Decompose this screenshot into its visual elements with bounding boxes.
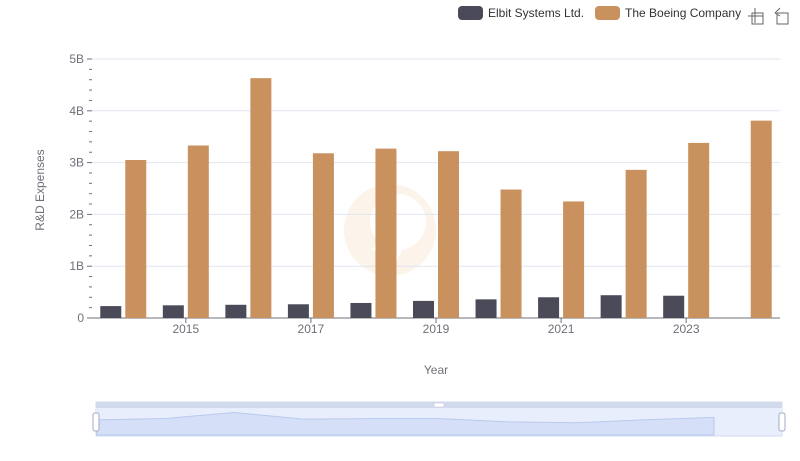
bar-elbit-2023[interactable] <box>663 295 685 318</box>
legend-swatch <box>595 6 620 20</box>
y-axis-title: R&D Expenses <box>33 149 47 230</box>
bar-boeing-2021[interactable] <box>563 201 585 318</box>
drag-handle-icon[interactable] <box>92 412 100 432</box>
drag-handle-icon[interactable] <box>433 402 445 408</box>
y-axis: 0 1B 2B 3B 4B 5B <box>69 52 92 325</box>
x-tick-label: 2019 <box>423 322 450 336</box>
data-zoom-selection[interactable] <box>97 408 781 436</box>
y-tick-label: 4B <box>69 104 84 118</box>
legend-swatch <box>458 6 483 20</box>
bar-elbit-2016[interactable] <box>225 304 247 318</box>
y-tick-label: 0 <box>77 311 84 325</box>
bar-boeing-2024[interactable] <box>750 120 772 318</box>
x-tick-label: 2017 <box>298 322 325 336</box>
legend-label: Elbit Systems Ltd. <box>488 6 584 20</box>
y-tick-label: 5B <box>69 52 84 66</box>
bar-elbit-2014[interactable] <box>100 306 122 318</box>
x-axis-title: Year <box>424 363 448 377</box>
drag-handle-icon[interactable] <box>778 412 786 432</box>
bar-elbit-2019[interactable] <box>413 300 434 318</box>
zoom-icon[interactable] <box>748 8 764 25</box>
bar-boeing-2020[interactable] <box>500 189 522 318</box>
y-tick-label: 2B <box>69 207 84 221</box>
bar-boeing-2017[interactable] <box>312 153 334 318</box>
bar-elbit-2022[interactable] <box>600 295 622 318</box>
data-zoom-preview-area <box>96 411 715 436</box>
bar-boeing-2018[interactable] <box>375 148 397 318</box>
bar-boeing-2014[interactable] <box>125 160 147 318</box>
x-tick-label: 2021 <box>548 322 575 336</box>
legend-label: The Boeing Company <box>625 6 741 20</box>
bar-elbit-2015[interactable] <box>162 305 184 318</box>
restore-icon[interactable] <box>774 7 789 25</box>
bar-boeing-2016[interactable] <box>250 78 272 318</box>
bar-boeing-2023[interactable] <box>688 142 710 318</box>
x-axis: 2015 2017 2019 2021 2023 <box>92 317 780 336</box>
bar-elbit-2017[interactable] <box>287 304 309 318</box>
bar-boeing-2015[interactable] <box>187 145 209 318</box>
bar-boeing-2022[interactable] <box>625 169 647 318</box>
data-zoom-slider[interactable] <box>92 401 786 437</box>
x-tick-label: 2015 <box>172 322 199 336</box>
bar-elbit-2018[interactable] <box>350 302 372 318</box>
legend[interactable]: Elbit Systems Ltd. The Boeing Company <box>458 6 741 20</box>
y-tick-label: 3B <box>69 156 84 170</box>
bar-boeing-2019[interactable] <box>438 151 459 318</box>
y-tick-label: 1B <box>69 259 84 273</box>
legend-item[interactable]: Elbit Systems Ltd. <box>458 6 584 20</box>
legend-item[interactable]: The Boeing Company <box>595 6 741 20</box>
bar-elbit-2021[interactable] <box>538 297 560 318</box>
bars[interactable] <box>100 78 772 318</box>
x-tick-label: 2023 <box>673 322 700 336</box>
bar-elbit-2020[interactable] <box>475 299 497 318</box>
